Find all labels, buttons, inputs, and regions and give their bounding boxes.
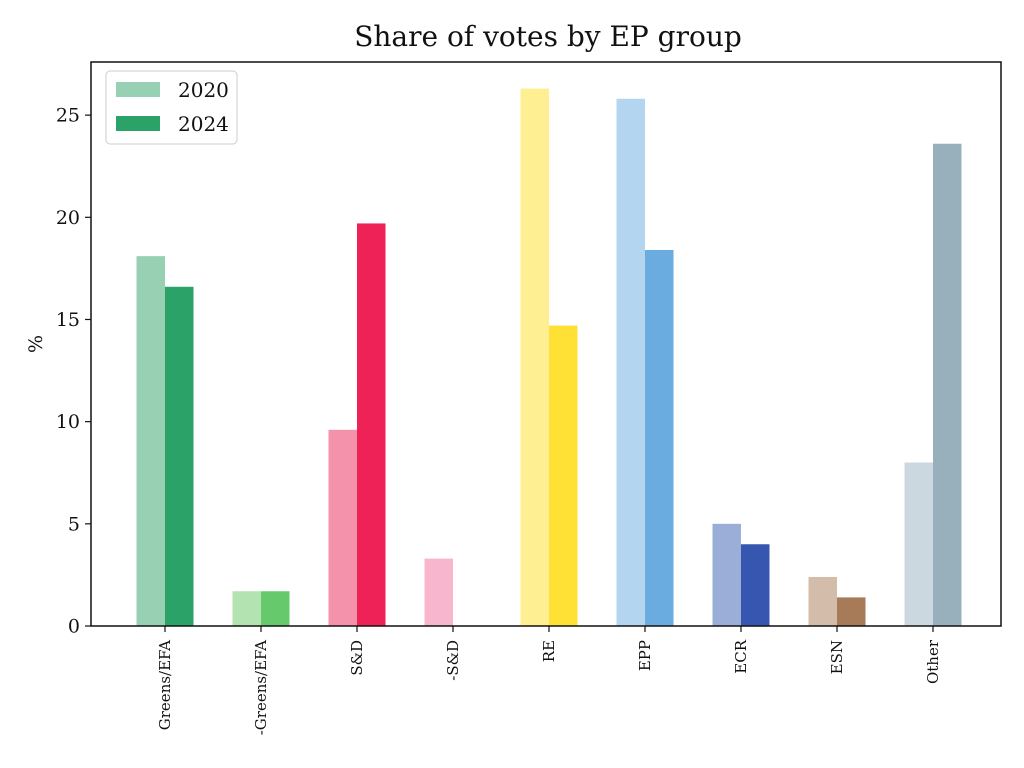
bar-2024-greensefa — [165, 286, 194, 626]
bar-2020-epp — [616, 98, 645, 626]
bar-2024-other — [933, 143, 962, 627]
bar-2024-ecr — [741, 544, 770, 626]
bar-2024-greensefa — [261, 591, 290, 626]
y-axis-label: % — [25, 335, 47, 353]
bar-2024-sd — [357, 223, 386, 626]
y-axis-ticks: 0 5 10 15 20 25 — [56, 105, 91, 638]
bar-2020-esn — [808, 576, 837, 626]
y-tick-label: 0 — [68, 616, 80, 638]
legend-label-2020: 2020 — [178, 78, 229, 102]
bar-2024-epp — [645, 250, 674, 626]
y-tick-label: 5 — [68, 513, 80, 535]
bar-2020-re — [520, 88, 549, 626]
bar-2024-re — [549, 325, 578, 626]
x-axis-ticks: Greens/EFA -Greens/EFA S&D -S&D RE EPP ECR ESN O… — [156, 626, 942, 735]
chart-title: Share of votes by EP group — [354, 20, 742, 53]
bars-layer — [136, 88, 962, 627]
y-tick-label: 25 — [56, 105, 80, 127]
bar-2020-other — [904, 462, 933, 626]
x-tick-label: EPP — [636, 640, 654, 671]
bar-2020-sd — [328, 429, 357, 626]
y-tick-label: 15 — [56, 309, 80, 331]
y-tick-label: 10 — [56, 411, 80, 433]
bar-2020-ecr — [712, 523, 741, 626]
bar-2024-esn — [837, 597, 866, 626]
legend-swatch-2020 — [116, 82, 160, 97]
legend-swatch-2024 — [116, 116, 160, 131]
bar-2020-greensefa — [232, 591, 261, 626]
bar-2020-greensefa — [136, 256, 165, 626]
legend: 2020 2024 — [105, 70, 238, 145]
x-tick-label: ESN — [828, 640, 846, 674]
x-tick-label: -Greens/EFA — [252, 640, 270, 735]
x-tick-label: -S&D — [444, 640, 462, 681]
legend-label-2024: 2024 — [178, 112, 229, 136]
x-tick-label: Other — [924, 639, 942, 684]
x-tick-label: Greens/EFA — [156, 640, 174, 730]
plot-frame — [90, 61, 1002, 627]
y-tick-label: 20 — [56, 207, 80, 229]
x-tick-label: RE — [540, 640, 558, 662]
bar-2020-sd — [424, 558, 453, 626]
x-tick-label: S&D — [348, 640, 366, 676]
x-tick-label: ECR — [732, 639, 750, 673]
